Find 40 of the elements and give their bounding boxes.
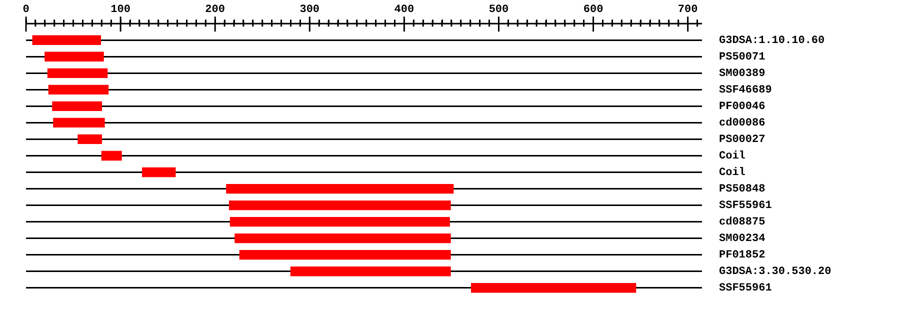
y-tick-label: SSF46689 bbox=[719, 84, 772, 96]
y-tick-label: cd00086 bbox=[719, 117, 766, 130]
y-tick-label: cd08875 bbox=[719, 216, 766, 229]
x-tick-label: 100 bbox=[110, 4, 130, 16]
x-tick-label: 300 bbox=[300, 4, 320, 16]
x-tick-label: 200 bbox=[205, 4, 225, 16]
y-tick-label: Coil bbox=[719, 167, 746, 180]
bar bbox=[234, 234, 451, 244]
y-tick-label: PS50071 bbox=[719, 51, 766, 64]
bar bbox=[239, 250, 451, 260]
x-tick-label: 600 bbox=[583, 4, 604, 16]
y-tick-label: PS50848 bbox=[719, 184, 766, 196]
bar bbox=[53, 118, 105, 128]
x-tick-label: 0 bbox=[22, 4, 30, 16]
x-tick-label: 400 bbox=[394, 4, 414, 16]
y-tick-label: PF01852 bbox=[719, 250, 766, 262]
y-tick-label: G3DSA:1.10.10.60 bbox=[719, 34, 825, 47]
y-tick-label: SSF55961 bbox=[719, 282, 772, 295]
y-tick-label: PF00046 bbox=[719, 100, 766, 113]
bar bbox=[101, 150, 122, 161]
bar bbox=[290, 266, 451, 276]
bar bbox=[32, 35, 102, 45]
bar bbox=[44, 52, 104, 62]
bar bbox=[47, 68, 108, 78]
y-tick-label: PS00027 bbox=[719, 134, 766, 146]
y-tick-label: Coil bbox=[719, 150, 746, 163]
bar bbox=[78, 134, 102, 144]
bar bbox=[230, 216, 450, 227]
x-tick-label: 500 bbox=[488, 4, 509, 16]
y-tick-label: SM00389 bbox=[719, 68, 766, 80]
bar bbox=[52, 101, 102, 112]
bar bbox=[228, 200, 451, 210]
bar bbox=[142, 167, 176, 178]
bar bbox=[226, 184, 454, 194]
x-tick-label: 700 bbox=[678, 4, 698, 16]
y-tick-label: G3DSA:3.30.530.20 bbox=[719, 266, 832, 278]
bar bbox=[470, 283, 636, 293]
y-tick-label: SM00234 bbox=[719, 233, 766, 246]
y-tick-label: SSF55961 bbox=[719, 200, 772, 212]
bar bbox=[48, 84, 109, 94]
